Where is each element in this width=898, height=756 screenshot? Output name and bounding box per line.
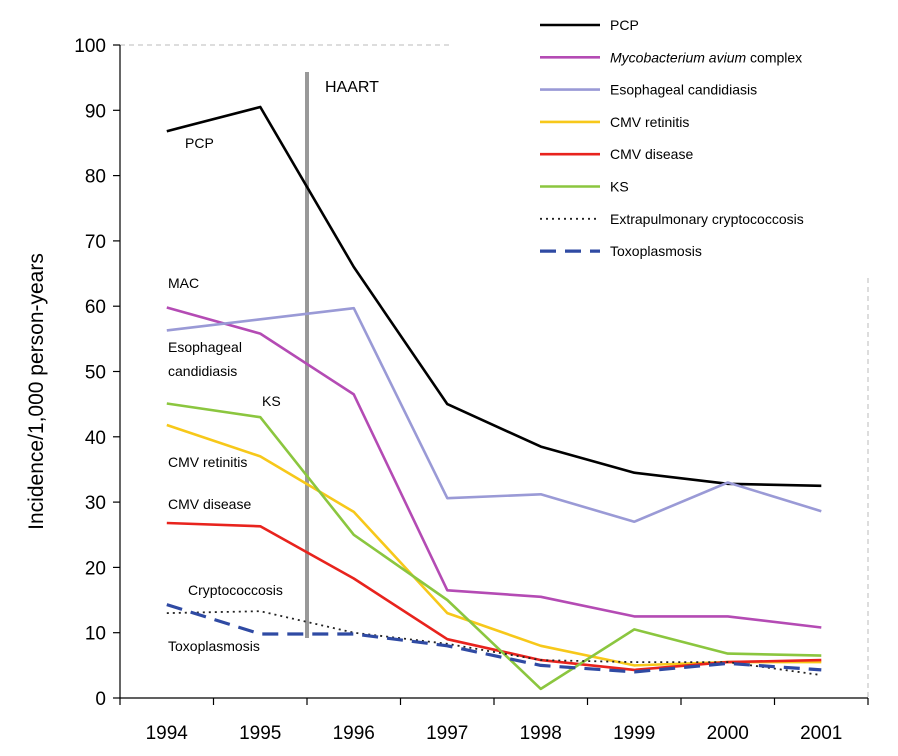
y-tick-label: 50 [85, 363, 106, 384]
y-tick-label: 10 [85, 624, 106, 645]
series-line-1 [166, 105, 822, 488]
legend-label: KS [610, 179, 629, 195]
annotation-label: PCP [185, 135, 214, 151]
annotation-label: CMV disease [168, 496, 251, 512]
series-line-4 [166, 423, 822, 667]
series-lines [166, 105, 822, 691]
y-tick-label: 20 [85, 558, 106, 579]
haart-marker: HAART [305, 72, 379, 638]
y-axis-label: Incidence/1,000 person-years [25, 253, 48, 530]
y-tick-label: 60 [85, 297, 106, 318]
series-line-8 [166, 603, 822, 674]
x-tick-label: 1994 [146, 723, 189, 744]
legend-label: Extrapulmonary cryptococcosis [610, 211, 804, 227]
series-line-2 [166, 306, 822, 629]
haart-label: HAART [325, 79, 379, 96]
x-tick-label: 1996 [333, 723, 375, 744]
y-tick-label: 40 [85, 428, 106, 449]
y-tick-label: 0 [95, 689, 106, 710]
x-tick-label: 2001 [800, 723, 842, 744]
legend-label: PCP [610, 17, 639, 33]
x-tick-label: 1999 [613, 723, 655, 744]
annotation-label: candidiasis [168, 363, 237, 379]
y-tick-label: 100 [74, 36, 106, 57]
annotation-label: Toxoplasmosis [168, 638, 260, 654]
x-tick-label: 1997 [426, 723, 468, 744]
x-tick-label: 2000 [707, 723, 749, 744]
legend: PCP Mycobacterium avium complex Esophageal… [540, 17, 804, 259]
y-tick-label: 30 [85, 493, 106, 514]
axes: 0 10 20 30 40 50 60 70 80 90 100 1994 1995 1996 1997 19… [74, 36, 869, 744]
x-tick-label: 1995 [239, 723, 281, 744]
legend-label: CMV disease [610, 146, 693, 162]
inline-annotations: PCP MAC Esophageal candidiasis KS CMV retinit… [168, 135, 283, 654]
series-line-3 [166, 306, 822, 524]
series-line-7 [166, 610, 822, 676]
annotation-label: MAC [168, 275, 199, 291]
x-tick-label: 1998 [520, 723, 562, 744]
legend-label: CMV retinitis [610, 114, 689, 130]
annotation-label: Esophageal [168, 339, 242, 355]
y-tick-label: 80 [85, 167, 106, 188]
y-tick-label: 70 [85, 232, 106, 253]
legend-label: Mycobacterium avium complex [610, 49, 802, 65]
annotation-label: KS [262, 393, 281, 409]
legend-label: Toxoplasmosis [610, 243, 702, 259]
y-tick-label: 90 [85, 101, 106, 122]
series-line-6 [166, 402, 822, 691]
annotation-label: Cryptococcosis [188, 582, 283, 598]
annotation-label: CMV retinitis [168, 454, 247, 470]
legend-label: Esophageal candidiasis [610, 82, 757, 98]
